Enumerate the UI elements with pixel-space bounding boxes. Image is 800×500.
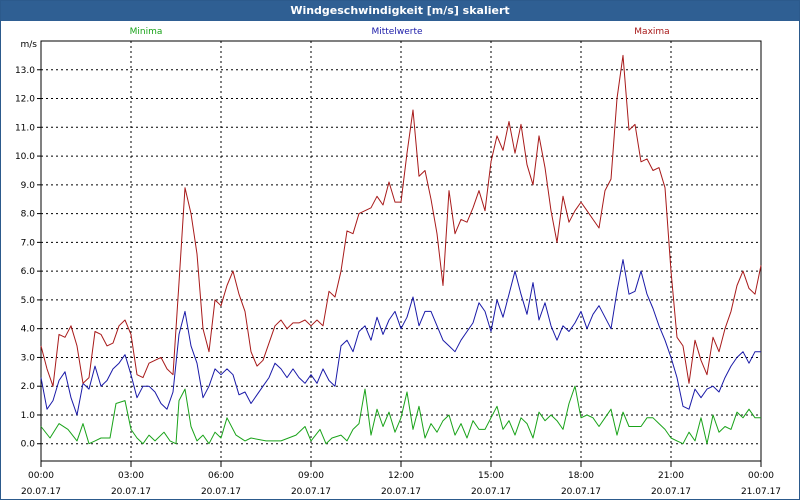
y-tick-label: 8.0 xyxy=(21,210,36,220)
x-tick-time: 00:00 xyxy=(28,471,54,481)
y-axis-label: m/s xyxy=(21,40,38,50)
y-tick-label: 3.0 xyxy=(21,353,36,363)
y-tick-label: 11.0 xyxy=(15,123,35,133)
y-tick-label: 1.0 xyxy=(21,411,36,421)
x-tick-time: 06:00 xyxy=(208,471,234,481)
wind-speed-chart: m/s 0.0 1.0 2.0 3.0 4.0 5.0 6.0 7.0 8.0 9.0 10.0 11.… xyxy=(15,27,781,497)
y-tick-label: 7.0 xyxy=(21,238,36,248)
series-line-mittelwerte xyxy=(40,259,761,416)
x-tick-date: 20.07.17 xyxy=(21,487,61,497)
x-tick-time: 12:00 xyxy=(388,471,414,481)
window-title: Windgeschwindigkeit [m/s] skaliert xyxy=(1,1,799,21)
x-tick-time: 18:00 xyxy=(568,471,594,481)
x-tick-time: 00:00 xyxy=(748,471,774,481)
x-tick-date: 20.07.17 xyxy=(561,487,601,497)
y-tick-label: 12.0 xyxy=(15,95,35,105)
y-tick-label: 4.0 xyxy=(21,325,36,335)
x-tick-date: 20.07.17 xyxy=(471,487,511,497)
y-tick-label: 9.0 xyxy=(21,181,36,191)
legend-minima: Minima xyxy=(130,27,163,37)
series-line-minima xyxy=(40,385,761,445)
series-line-maxima xyxy=(40,54,762,387)
y-tick-label: 2.0 xyxy=(21,382,36,392)
x-tick-time: 03:00 xyxy=(118,471,144,481)
y-tick-label: 10.0 xyxy=(15,152,35,162)
x-tick-time: 15:00 xyxy=(478,471,504,481)
y-tick-label: 6.0 xyxy=(21,267,36,277)
x-tick-date: 20.07.17 xyxy=(381,487,421,497)
x-tick-date: 20.07.17 xyxy=(291,487,331,497)
y-tick-label: 0.0 xyxy=(21,440,36,450)
legend-mittelwerte: Mittelwerte xyxy=(371,27,422,37)
x-tick-time: 09:00 xyxy=(298,471,324,481)
y-tick-label: 5.0 xyxy=(21,296,36,306)
legend-maxima: Maxima xyxy=(634,27,669,37)
y-tick-label: 13.0 xyxy=(15,66,35,76)
x-tick-date: 20.07.17 xyxy=(651,487,691,497)
x-tick-date: 21.07.17 xyxy=(741,487,781,497)
x-tick-date: 20.07.17 xyxy=(111,487,151,497)
x-tick-date: 20.07.17 xyxy=(201,487,241,497)
x-tick-time: 21:00 xyxy=(658,471,684,481)
